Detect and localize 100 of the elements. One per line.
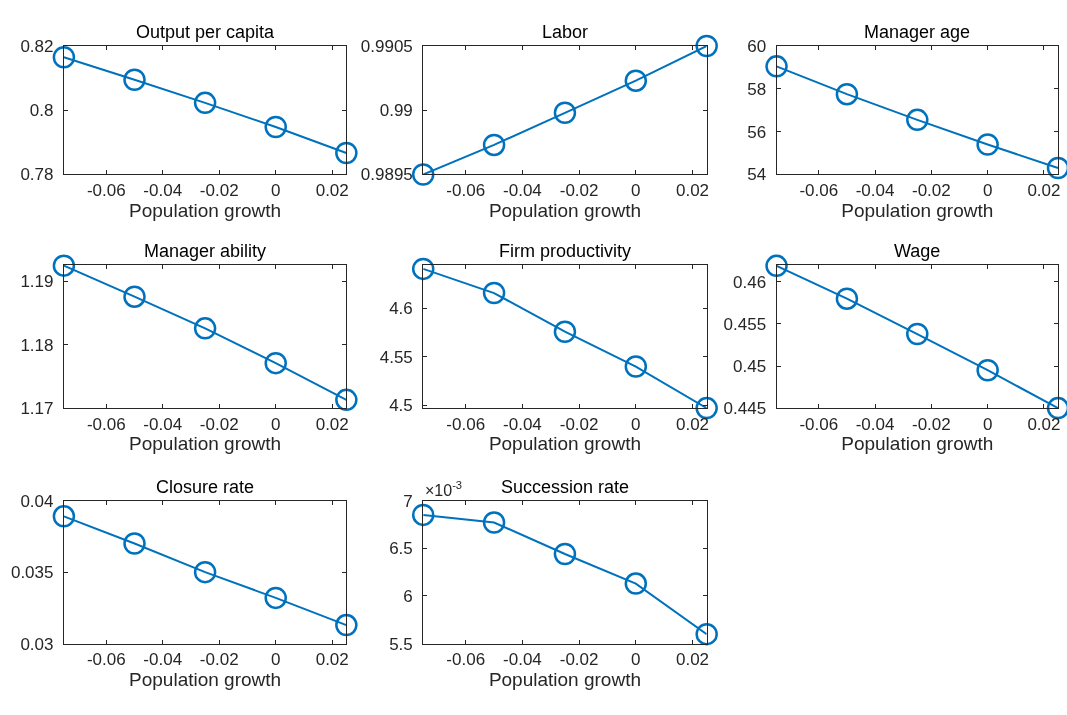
point (553, 101, 577, 125)
x-tick-label: 0 (982, 414, 993, 434)
x-tick-label: -0.02 (199, 180, 239, 200)
x-tick-label: -0.02 (911, 414, 951, 434)
point (335, 141, 358, 165)
y-tick-label: 0.455 (723, 314, 767, 334)
y-tick-label: 0.99 (379, 101, 413, 121)
y-tick-label: 0.8 (29, 101, 54, 121)
x-tick-label: 0 (631, 180, 641, 200)
point (835, 287, 859, 310)
point (193, 317, 217, 340)
y-tick-label: 60 (747, 36, 767, 56)
y-tick-label: 0.445 (723, 399, 767, 419)
x-tick-label: -0.04 (855, 180, 895, 200)
x-tick-label: -0.02 (911, 180, 951, 200)
x-tick-label: 0.02 (315, 180, 349, 200)
y-tick-label: 6 (403, 586, 413, 606)
x-axis-title: Population growth (488, 199, 641, 221)
point (695, 622, 718, 646)
y-tick-label: 4.5 (389, 396, 413, 416)
x-tick-label: -0.04 (143, 650, 183, 670)
point (52, 254, 76, 277)
point (335, 613, 358, 637)
x-axis-title: Population growth (129, 669, 282, 691)
point (765, 55, 788, 78)
y-tick-label: 58 (747, 79, 767, 99)
x-axis-title: Population growth (129, 199, 282, 221)
point (482, 281, 506, 305)
x-tick-label: -0.06 (446, 414, 486, 434)
x-tick-label: -0.02 (199, 650, 239, 670)
x-axis-title: Population growth (488, 669, 641, 691)
x-tick-label: 0 (271, 650, 281, 670)
point (906, 108, 929, 132)
point (193, 91, 217, 115)
x-tick-label: -0.04 (503, 180, 542, 200)
point (553, 542, 577, 566)
point (52, 45, 76, 69)
x-tick-label: 0 (271, 414, 281, 434)
chart-title: Succession rate (501, 477, 630, 497)
y-tick-label: 5.5 (389, 634, 413, 654)
x-tick-label: -0.06 (446, 180, 486, 200)
x-axis-title: Population growth (488, 433, 641, 455)
x-tick-label: 0.02 (1027, 180, 1061, 200)
x-tick-label: -0.06 (86, 414, 126, 434)
x-tick-label: 0 (631, 414, 641, 434)
y-tick-label: 0.46 (733, 272, 767, 292)
point (976, 358, 999, 382)
x-axis-title: Population growth (129, 433, 282, 455)
point (695, 34, 718, 58)
x-axis-title: Population growth (841, 199, 994, 221)
x-tick-label: -0.04 (855, 414, 895, 434)
point (906, 322, 929, 346)
point (193, 560, 217, 584)
y-tick-label: 0.82 (20, 36, 54, 56)
point (264, 351, 287, 375)
y-tick-label: 56 (747, 122, 767, 142)
chart-title: Firm productivity (499, 241, 632, 261)
x-tick-label: -0.06 (446, 650, 486, 670)
point (624, 572, 648, 595)
point (123, 285, 146, 308)
y-tick-label: 0.035 (10, 563, 54, 583)
x-tick-label: -0.02 (559, 180, 599, 200)
y-tick-label: 4.55 (379, 347, 413, 367)
text: ×10$^{-3}$ (425, 479, 463, 499)
x-tick-label: 0.02 (675, 650, 710, 670)
x-axis-title: Population growth (841, 433, 994, 455)
y-tick-label: 7 (403, 491, 413, 511)
x-tick-label: -0.02 (199, 414, 239, 434)
point (976, 133, 999, 156)
x-tick-label: 0.02 (315, 414, 349, 434)
y-tick-label: 54 (747, 165, 767, 185)
point (482, 133, 506, 157)
point (411, 163, 435, 186)
point (335, 388, 358, 412)
y-tick-label: 0.78 (20, 165, 54, 185)
x-tick-label: 0 (982, 180, 993, 200)
chart-title: Labor (542, 22, 589, 42)
y-tick-label: 0.45 (733, 356, 767, 376)
point (1046, 156, 1067, 180)
y-tick-label: 0.9905 (360, 36, 413, 56)
x-tick-label: 0 (271, 180, 281, 200)
x-tick-label: -0.02 (559, 414, 599, 434)
point (411, 503, 435, 527)
point (553, 320, 577, 343)
x-tick-label: -0.06 (799, 180, 839, 200)
x-tick-label: -0.06 (86, 650, 126, 670)
y-tick-label: 1.17 (20, 399, 54, 419)
point (123, 68, 146, 91)
x-tick-label: -0.06 (799, 414, 839, 434)
y-tick-label: 6.5 (389, 539, 413, 559)
y-tick-label: 0.04 (20, 491, 54, 511)
point (482, 511, 506, 534)
y-tick-label: 0.03 (20, 634, 54, 654)
x-tick-label: -0.04 (503, 650, 542, 670)
point (835, 82, 859, 106)
y-tick-label: 4.6 (389, 299, 413, 319)
point (624, 69, 648, 92)
point (123, 532, 146, 555)
x-tick-label: -0.06 (86, 180, 126, 200)
point (264, 115, 287, 139)
